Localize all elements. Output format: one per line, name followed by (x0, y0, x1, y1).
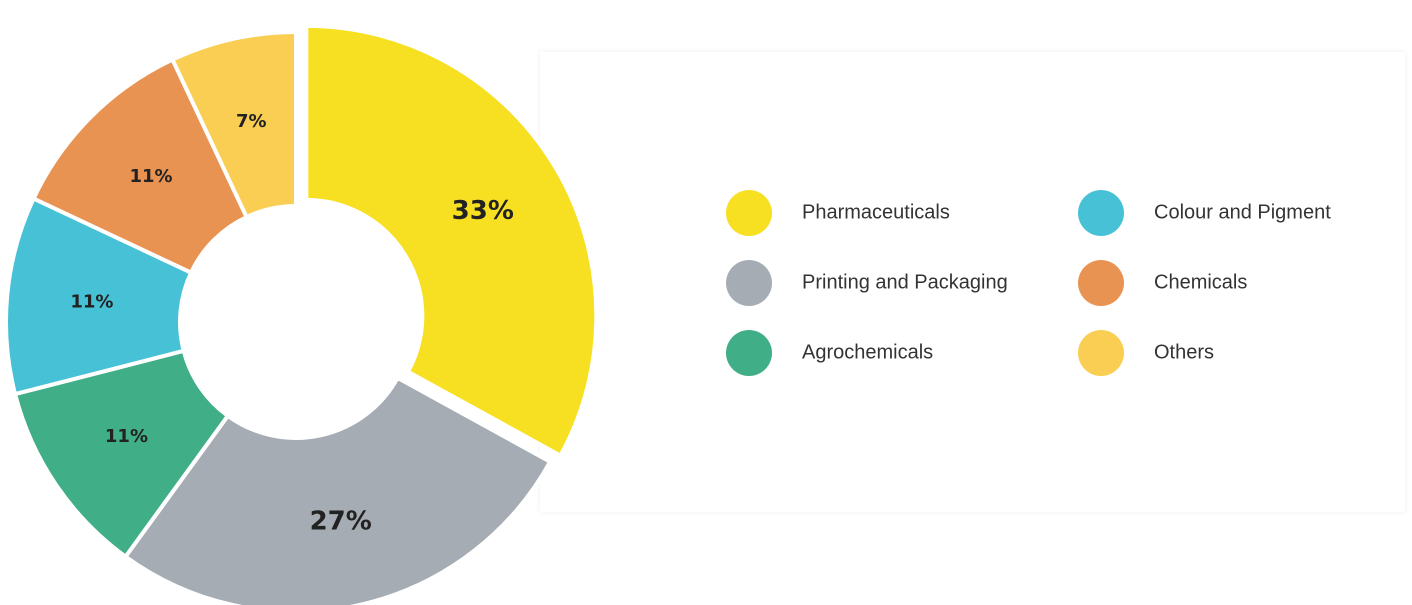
slice (4, 195, 194, 397)
donut: 33% 27% 11% 11% 11% 7% (4, 23, 599, 605)
legend-label: Colour and Pigment (1154, 201, 1331, 223)
legend-swatch (726, 330, 772, 376)
slice (122, 375, 553, 605)
legend-label: Chemicals (1154, 271, 1247, 293)
legend-swatch (1078, 190, 1124, 236)
legend-box (540, 52, 1405, 512)
slice (304, 23, 599, 459)
legend-label: Others (1154, 341, 1214, 363)
legend-swatch (1078, 330, 1124, 376)
legend-label: Printing and Packaging (802, 271, 1008, 293)
legend-swatch (726, 190, 772, 236)
slice (169, 29, 298, 220)
legend-label: Pharmaceuticals (802, 201, 950, 223)
slice (12, 348, 231, 560)
data-label: 11% (105, 426, 148, 447)
slice (30, 56, 250, 276)
data-label: 11% (129, 166, 172, 187)
legend: Pharmaceuticals Printing and Packaging Agr… (726, 190, 1331, 376)
legend-swatch (726, 260, 772, 306)
data-label: 11% (70, 292, 113, 313)
data-label: 7% (236, 111, 267, 132)
data-label: 27% (310, 507, 372, 537)
data-label: 33% (452, 196, 514, 226)
legend-swatch (1078, 260, 1124, 306)
legend-label: Agrochemicals (802, 341, 933, 363)
